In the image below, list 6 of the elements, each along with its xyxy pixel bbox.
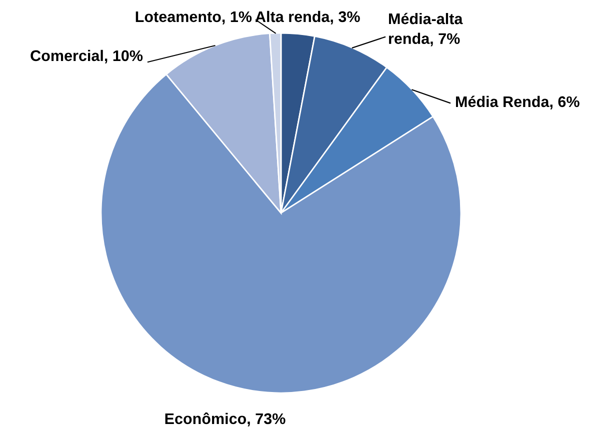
slice-label: Média Renda, 6% bbox=[456, 96, 580, 110]
slice-label: Média-alta renda, 7% bbox=[389, 12, 463, 46]
slice-label: Comercial, 10% bbox=[30, 50, 143, 64]
slice-label: Alta renda, 3% bbox=[255, 10, 360, 24]
slice-label: Loteamento, 1% bbox=[136, 11, 252, 24]
slice-label: Econômico, 73% bbox=[165, 412, 286, 426]
